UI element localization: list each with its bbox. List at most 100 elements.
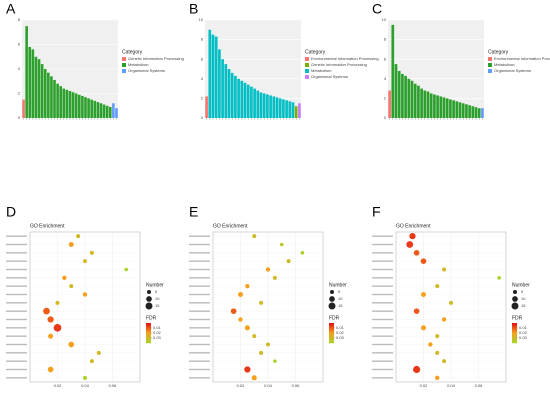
bar — [246, 84, 250, 118]
size-key — [512, 289, 518, 295]
bar — [452, 100, 455, 118]
dot — [420, 258, 427, 265]
row-label-placeholder — [6, 260, 27, 262]
legend-title: Category — [305, 49, 326, 55]
bar — [420, 88, 423, 118]
colorbar-step — [146, 332, 151, 334]
bar — [105, 105, 109, 118]
bar — [256, 90, 260, 118]
bar — [461, 103, 465, 118]
colorbar-step — [329, 325, 334, 327]
bar — [298, 103, 301, 118]
legend-label: Organismal Systems — [128, 68, 165, 73]
y-tick-label: 0 — [201, 115, 204, 120]
panel-letter: F — [372, 204, 381, 220]
dot — [55, 300, 60, 305]
bar — [102, 104, 106, 118]
colorbar-label: 0.01 — [153, 325, 162, 330]
y-tick-label: 4 — [384, 76, 387, 81]
dot — [68, 341, 75, 348]
bar — [477, 108, 481, 118]
bar — [230, 72, 234, 118]
bar — [455, 101, 459, 118]
dot — [69, 284, 74, 289]
bar — [81, 95, 84, 118]
size-key-label: 10 — [155, 296, 160, 301]
legend-label: Metabolism — [494, 62, 515, 67]
colorbar-step — [329, 324, 334, 326]
legend-label: Environmental Information Processing — [311, 56, 379, 61]
bar — [227, 69, 231, 118]
bar — [68, 91, 72, 118]
dot — [62, 275, 67, 281]
bar — [77, 94, 81, 118]
dot — [442, 359, 447, 364]
row-label-placeholder — [6, 360, 27, 362]
colorbar-step — [512, 335, 517, 337]
row-label-placeholder — [189, 293, 210, 296]
color-legend-title: FDR — [329, 315, 340, 321]
dot — [47, 316, 54, 323]
row-label-placeholder — [189, 252, 210, 254]
x-tick-label: 0.06 — [292, 383, 301, 388]
legend-swatch — [122, 69, 126, 73]
panel-letter: D — [6, 204, 16, 220]
row-label-placeholder — [189, 285, 210, 287]
y-tick-label: 0 — [384, 115, 387, 120]
bar — [47, 72, 50, 118]
dot — [413, 365, 421, 374]
bar — [90, 99, 93, 118]
legend-swatch — [488, 69, 492, 73]
bar — [56, 83, 59, 118]
legend-label: Genetic Information Processing — [128, 56, 184, 61]
colorbar-step — [329, 338, 334, 340]
dot — [420, 325, 427, 331]
colorbar-step — [512, 334, 517, 336]
dot — [420, 291, 427, 298]
row-label-placeholder — [189, 260, 210, 262]
row-label-placeholder — [189, 377, 210, 379]
y-tick-label: 2 — [201, 95, 204, 100]
row-label-placeholder — [189, 302, 210, 304]
row-label-placeholder — [372, 285, 393, 287]
dot — [441, 317, 447, 322]
size-key — [329, 296, 335, 302]
row-label-placeholder — [372, 377, 393, 379]
size-legend-title: Number — [512, 282, 530, 288]
bar — [99, 103, 103, 118]
size-key-label: 10 — [521, 296, 526, 301]
dot — [252, 234, 257, 239]
bar — [62, 88, 66, 118]
legend-label: Organismal Systems — [311, 74, 348, 79]
row-label-placeholder — [372, 277, 393, 279]
dot — [244, 366, 251, 373]
row-label-placeholder — [372, 252, 393, 254]
row-label-placeholder — [6, 377, 27, 379]
colorbar-step — [146, 327, 151, 329]
colorbar-step — [329, 334, 334, 336]
dot — [265, 267, 271, 272]
bar — [115, 108, 118, 118]
colorbar-step — [512, 338, 517, 340]
colorbar-step — [329, 326, 334, 328]
bar — [417, 85, 420, 118]
colorbar-step — [146, 329, 151, 331]
dot — [251, 375, 257, 381]
bar — [96, 102, 100, 118]
bar — [269, 95, 272, 118]
row-label-placeholder — [6, 352, 27, 354]
colorbar-step — [512, 332, 517, 334]
row-label-placeholder — [6, 293, 27, 296]
dot — [279, 242, 284, 247]
bar — [288, 101, 292, 118]
dot — [89, 250, 94, 255]
row-label-placeholder — [189, 352, 210, 354]
y-tick-label: 8 — [384, 37, 387, 42]
bar — [31, 49, 35, 118]
row-label-placeholder — [6, 235, 27, 237]
bar — [272, 96, 276, 118]
size-key — [145, 302, 153, 310]
bar — [445, 98, 449, 118]
legend-swatch — [122, 63, 126, 67]
bar — [112, 103, 115, 118]
